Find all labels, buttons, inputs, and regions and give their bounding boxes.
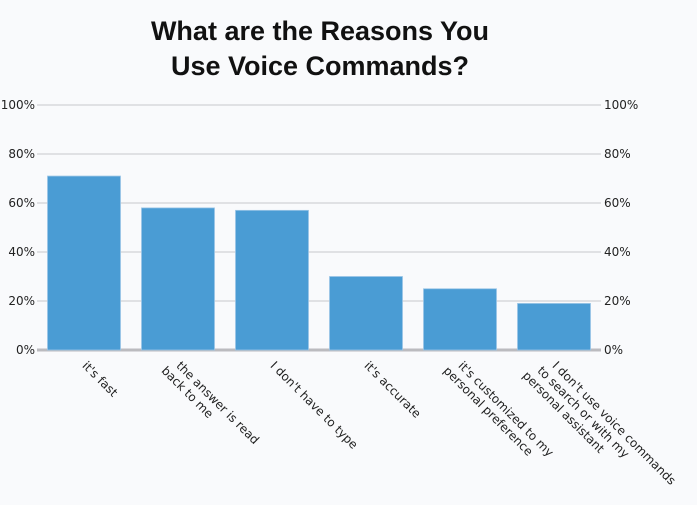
x-tick-label: I don't have to type bbox=[268, 359, 361, 452]
y-tick-label-right: 0% bbox=[604, 343, 623, 357]
bar bbox=[235, 209, 309, 351]
bar bbox=[423, 288, 497, 351]
x-tick-label-line: it's fast bbox=[80, 359, 121, 400]
x-tick-label-line: the answer is read bbox=[174, 359, 262, 447]
x-tick-label-line: I don't have to type bbox=[268, 359, 361, 452]
y-tick-label-right: 60% bbox=[604, 196, 631, 210]
y-tick-label-left: 20% bbox=[8, 294, 35, 308]
y-tick-label-left: 0% bbox=[16, 343, 35, 357]
y-tick-label-right: 20% bbox=[604, 294, 631, 308]
y-tick-label-right: 80% bbox=[604, 147, 631, 161]
x-tick-label-line: it's accurate bbox=[362, 359, 424, 421]
y-tick-label-left: 60% bbox=[8, 196, 35, 210]
x-tick-label: it's fast bbox=[80, 359, 121, 400]
x-tick-label: it's accurate bbox=[362, 359, 424, 421]
bar bbox=[47, 175, 121, 351]
chart-title-line-2: Use Voice Commands? bbox=[171, 51, 469, 81]
y-tick-label-left: 100% bbox=[1, 98, 35, 112]
y-tick-label-left: 40% bbox=[8, 245, 35, 259]
bar bbox=[141, 207, 215, 351]
bar bbox=[329, 276, 403, 351]
y-tick-label-right: 40% bbox=[604, 245, 631, 259]
chart-title-line-1: What are the Reasons You bbox=[151, 16, 489, 46]
bar bbox=[517, 303, 591, 351]
y-tick-label-right: 100% bbox=[604, 98, 638, 112]
y-tick-label-left: 80% bbox=[8, 147, 35, 161]
